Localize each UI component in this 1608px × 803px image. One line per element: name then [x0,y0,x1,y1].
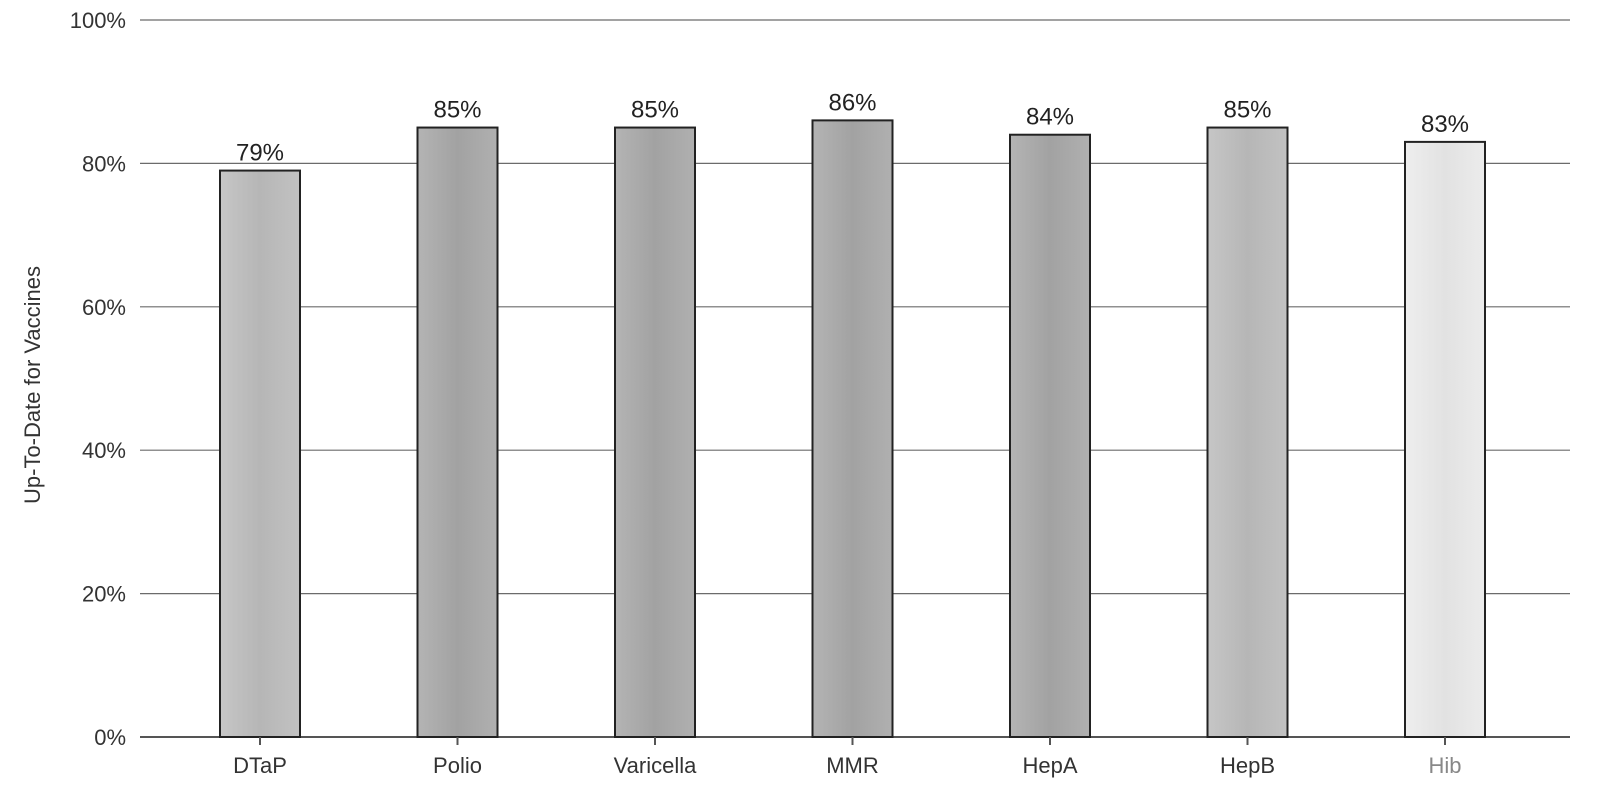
data-label-polio: 85% [433,97,481,124]
bar-hepb [1206,126,1289,739]
data-label-hepa: 84% [1026,104,1074,131]
data-label-dtap: 79% [236,140,284,167]
y-tick-label: 100% [70,8,126,33]
bar-hib [1404,140,1486,738]
y-tick-label: 80% [82,151,126,176]
y-tick-label: 40% [82,438,126,463]
x-tick-label-polio: Polio [433,753,482,778]
x-tick-label-hepa: HepA [1022,753,1077,778]
data-label-varicella: 85% [631,97,679,124]
bar-mmr [811,119,894,738]
bar-hepa [1009,133,1091,739]
data-label-mmr: 86% [828,89,876,116]
x-tick-label-hepb: HepB [1220,753,1275,778]
x-tick-label-dtap: DTaP [233,753,287,778]
data-label-hepb: 85% [1223,97,1271,124]
x-axis-ticks: DTaP Polio Varicella MMR HepA HepB Hib [233,737,1462,778]
y-tick-label: 0% [94,725,126,750]
bars: 79% 85% 85% 86% 84% 85% 83% [219,89,1486,739]
y-tick-label: 60% [82,295,126,320]
y-axis-ticks: 0% 20% 40% 60% 80% 100% [70,8,126,750]
x-tick-label-mmr: MMR [826,753,879,778]
data-label-hib: 83% [1421,111,1469,138]
bar-dtap [219,169,301,738]
x-tick-label-hib: Hib [1428,753,1461,778]
y-tick-label: 20% [82,582,126,607]
bar-polio [416,126,499,739]
y-axis-title: Up-To-Date for Vaccines [20,266,45,504]
x-tick-label-varicella: Varicella [614,753,698,778]
bar-varicella [614,126,696,739]
